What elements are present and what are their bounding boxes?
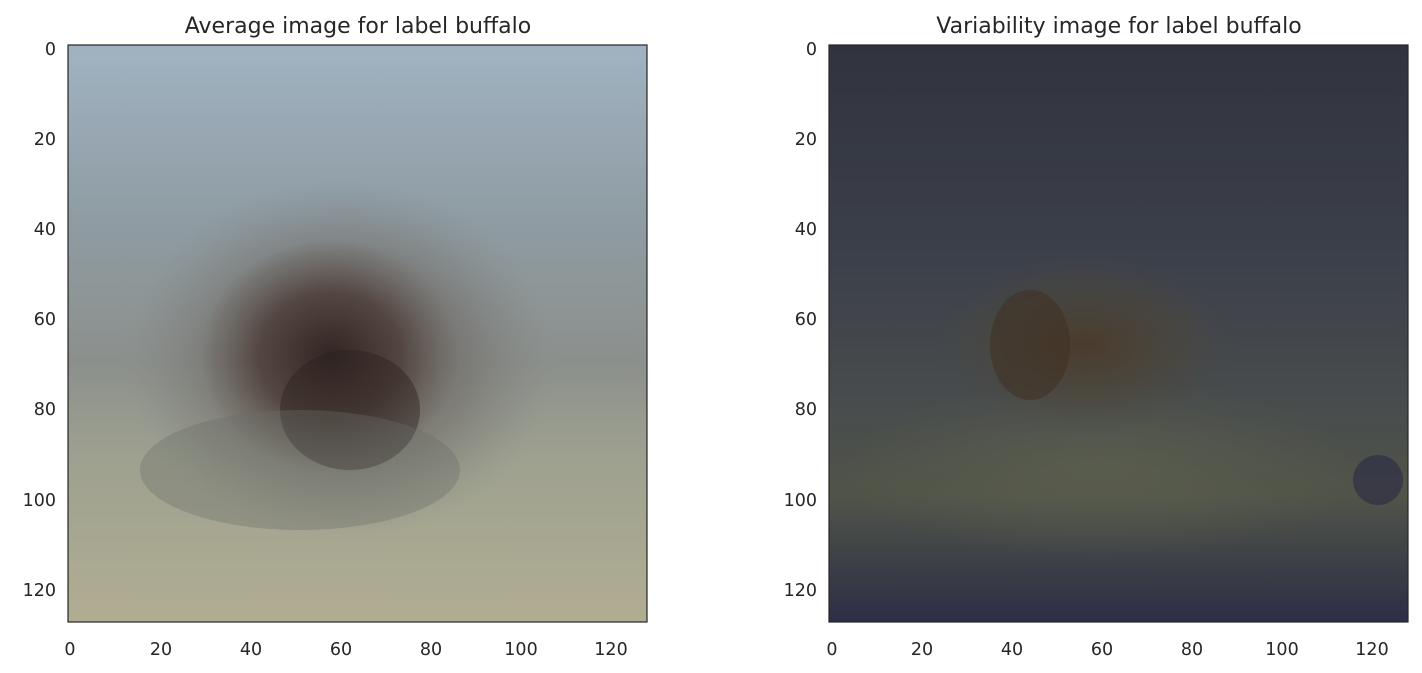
y-tick-label: 40 [795, 220, 817, 240]
y-tick-label: 120 [784, 581, 817, 601]
x-tick-label: 20 [150, 640, 172, 660]
x-tick-label: 20 [911, 640, 933, 660]
y-tick-label: 100 [784, 491, 817, 511]
y-tick-label: 120 [23, 581, 56, 601]
x-tick-label: 60 [330, 640, 352, 660]
y-tick-label: 100 [23, 491, 56, 511]
variability-image-x-ticks: 0 20 40 60 80 100 120 [826, 640, 1388, 660]
average-image-title: Average image for label buffalo [185, 14, 531, 39]
x-tick-label: 0 [64, 640, 75, 660]
x-tick-label: 40 [1001, 640, 1023, 660]
y-tick-label: 80 [795, 400, 817, 420]
x-tick-label: 40 [240, 640, 262, 660]
y-tick-label: 60 [34, 310, 56, 330]
y-tick-label: 60 [795, 310, 817, 330]
x-tick-label: 80 [420, 640, 442, 660]
x-tick-label: 60 [1091, 640, 1113, 660]
x-tick-label: 120 [594, 640, 627, 660]
variability-image-title: Variability image for label buffalo [936, 14, 1301, 39]
x-tick-label: 0 [826, 640, 837, 660]
variability-image-y-ticks: 0 20 40 60 80 100 120 [784, 40, 817, 601]
y-tick-label: 0 [806, 40, 817, 60]
variability-image-heatmap [829, 45, 1408, 622]
average-image-panel: Average image for label buffalo 0 20 40 … [23, 14, 648, 660]
average-image-y-ticks: 0 20 40 60 80 100 120 [23, 40, 56, 601]
variability-image-panel: Variability image for label buffalo 0 20… [784, 14, 1409, 660]
y-tick-label: 40 [34, 220, 56, 240]
variability-image-frame [828, 44, 1409, 623]
y-tick-label: 20 [34, 130, 56, 150]
x-tick-label: 120 [1355, 640, 1388, 660]
average-image-frame [67, 44, 648, 623]
y-tick-label: 20 [795, 130, 817, 150]
y-tick-label: 80 [34, 400, 56, 420]
average-image-x-ticks: 0 20 40 60 80 100 120 [64, 640, 627, 660]
y-tick-label: 0 [45, 40, 56, 60]
average-image-heatmap [68, 45, 647, 622]
x-tick-label: 80 [1181, 640, 1203, 660]
x-tick-label: 100 [504, 640, 537, 660]
x-tick-label: 100 [1265, 640, 1298, 660]
